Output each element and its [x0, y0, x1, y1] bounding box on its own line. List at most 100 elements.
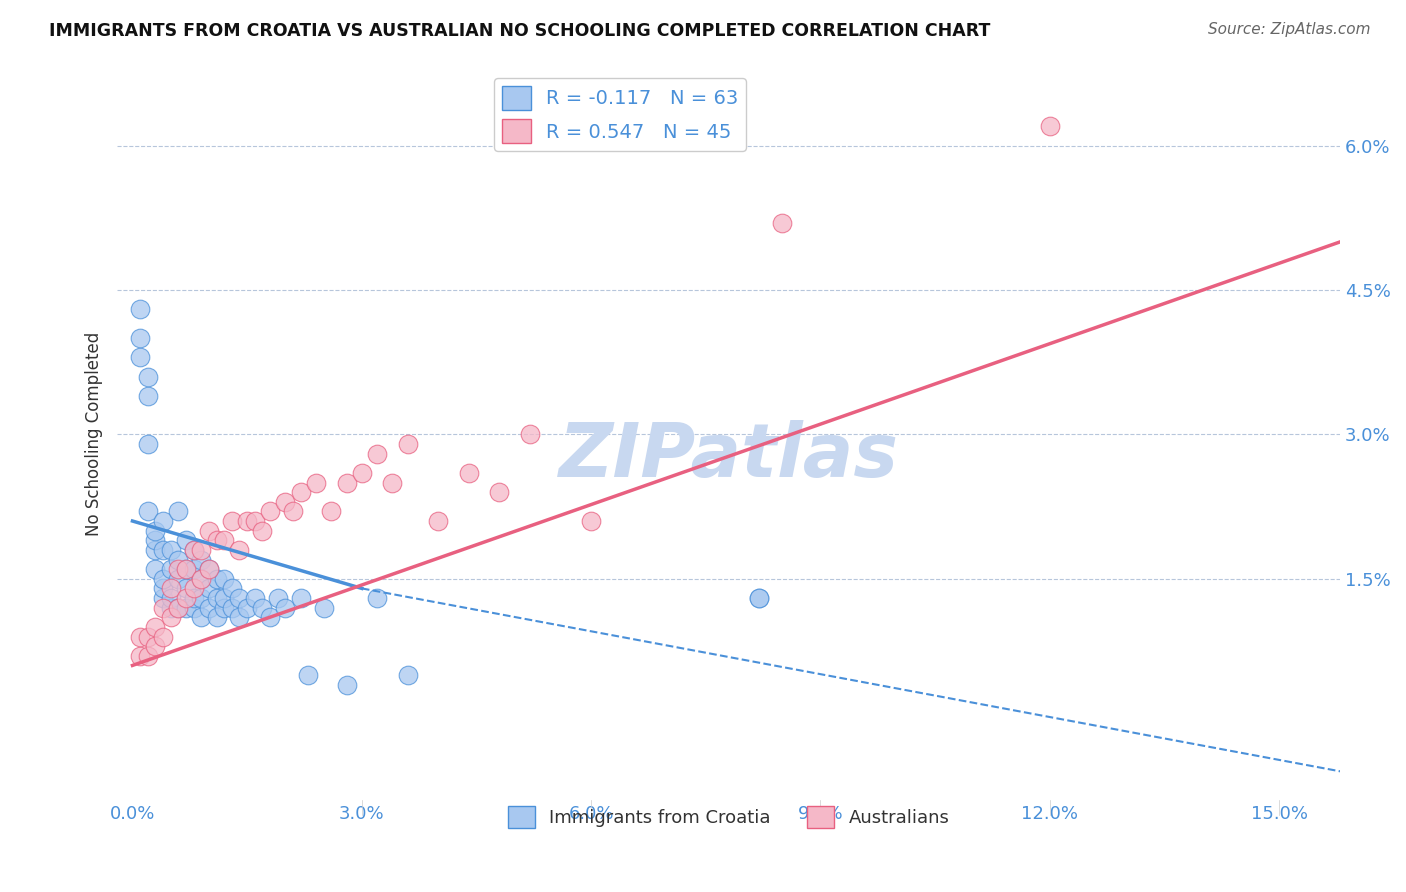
- Point: [174, 600, 197, 615]
- Point: [274, 495, 297, 509]
- Point: [136, 504, 159, 518]
- Legend: Immigrants from Croatia, Australians: Immigrants from Croatia, Australians: [501, 798, 956, 835]
- Y-axis label: No Schooling Completed: No Schooling Completed: [86, 332, 103, 536]
- Point: [183, 542, 205, 557]
- Point: [145, 562, 167, 576]
- Point: [167, 600, 190, 615]
- Point: [212, 572, 235, 586]
- Point: [159, 610, 181, 624]
- Point: [350, 466, 373, 480]
- Point: [281, 504, 304, 518]
- Point: [129, 648, 152, 663]
- Point: [159, 542, 181, 557]
- Point: [183, 562, 205, 576]
- Point: [129, 331, 152, 345]
- Point: [221, 582, 243, 596]
- Point: [167, 572, 190, 586]
- Point: [427, 514, 450, 528]
- Point: [174, 591, 197, 605]
- Point: [167, 562, 190, 576]
- Point: [305, 475, 328, 490]
- Point: [335, 678, 357, 692]
- Point: [457, 466, 479, 480]
- Point: [145, 542, 167, 557]
- Point: [488, 485, 510, 500]
- Point: [183, 582, 205, 596]
- Point: [198, 582, 221, 596]
- Point: [152, 572, 174, 586]
- Point: [145, 620, 167, 634]
- Point: [221, 514, 243, 528]
- Point: [267, 591, 290, 605]
- Point: [243, 514, 266, 528]
- Point: [312, 600, 335, 615]
- Point: [183, 600, 205, 615]
- Point: [198, 524, 221, 538]
- Point: [190, 610, 212, 624]
- Point: [174, 582, 197, 596]
- Point: [190, 542, 212, 557]
- Point: [190, 572, 212, 586]
- Point: [579, 514, 602, 528]
- Point: [748, 591, 770, 605]
- Point: [152, 630, 174, 644]
- Point: [205, 591, 228, 605]
- Point: [212, 591, 235, 605]
- Point: [396, 437, 419, 451]
- Point: [152, 514, 174, 528]
- Text: ZIPatlas: ZIPatlas: [558, 420, 898, 492]
- Point: [190, 572, 212, 586]
- Point: [145, 533, 167, 548]
- Point: [205, 533, 228, 548]
- Point: [183, 591, 205, 605]
- Point: [290, 485, 312, 500]
- Point: [198, 562, 221, 576]
- Point: [174, 533, 197, 548]
- Point: [212, 533, 235, 548]
- Point: [183, 542, 205, 557]
- Point: [145, 524, 167, 538]
- Point: [129, 351, 152, 365]
- Point: [190, 552, 212, 566]
- Point: [252, 600, 274, 615]
- Point: [366, 447, 388, 461]
- Point: [519, 427, 541, 442]
- Point: [1039, 120, 1062, 134]
- Point: [129, 302, 152, 317]
- Point: [152, 582, 174, 596]
- Point: [174, 562, 197, 576]
- Point: [205, 610, 228, 624]
- Point: [335, 475, 357, 490]
- Point: [290, 591, 312, 605]
- Point: [252, 524, 274, 538]
- Point: [748, 591, 770, 605]
- Point: [145, 639, 167, 653]
- Point: [152, 600, 174, 615]
- Text: Source: ZipAtlas.com: Source: ZipAtlas.com: [1208, 22, 1371, 37]
- Point: [366, 591, 388, 605]
- Point: [167, 600, 190, 615]
- Point: [136, 648, 159, 663]
- Point: [159, 562, 181, 576]
- Point: [136, 630, 159, 644]
- Point: [205, 572, 228, 586]
- Point: [228, 591, 250, 605]
- Point: [396, 668, 419, 682]
- Point: [198, 600, 221, 615]
- Point: [159, 591, 181, 605]
- Point: [243, 591, 266, 605]
- Point: [152, 542, 174, 557]
- Point: [381, 475, 404, 490]
- Point: [167, 504, 190, 518]
- Point: [167, 552, 190, 566]
- Point: [159, 582, 181, 596]
- Point: [770, 216, 793, 230]
- Point: [198, 562, 221, 576]
- Point: [236, 600, 259, 615]
- Point: [152, 591, 174, 605]
- Point: [274, 600, 297, 615]
- Point: [190, 591, 212, 605]
- Point: [221, 600, 243, 615]
- Point: [236, 514, 259, 528]
- Point: [228, 610, 250, 624]
